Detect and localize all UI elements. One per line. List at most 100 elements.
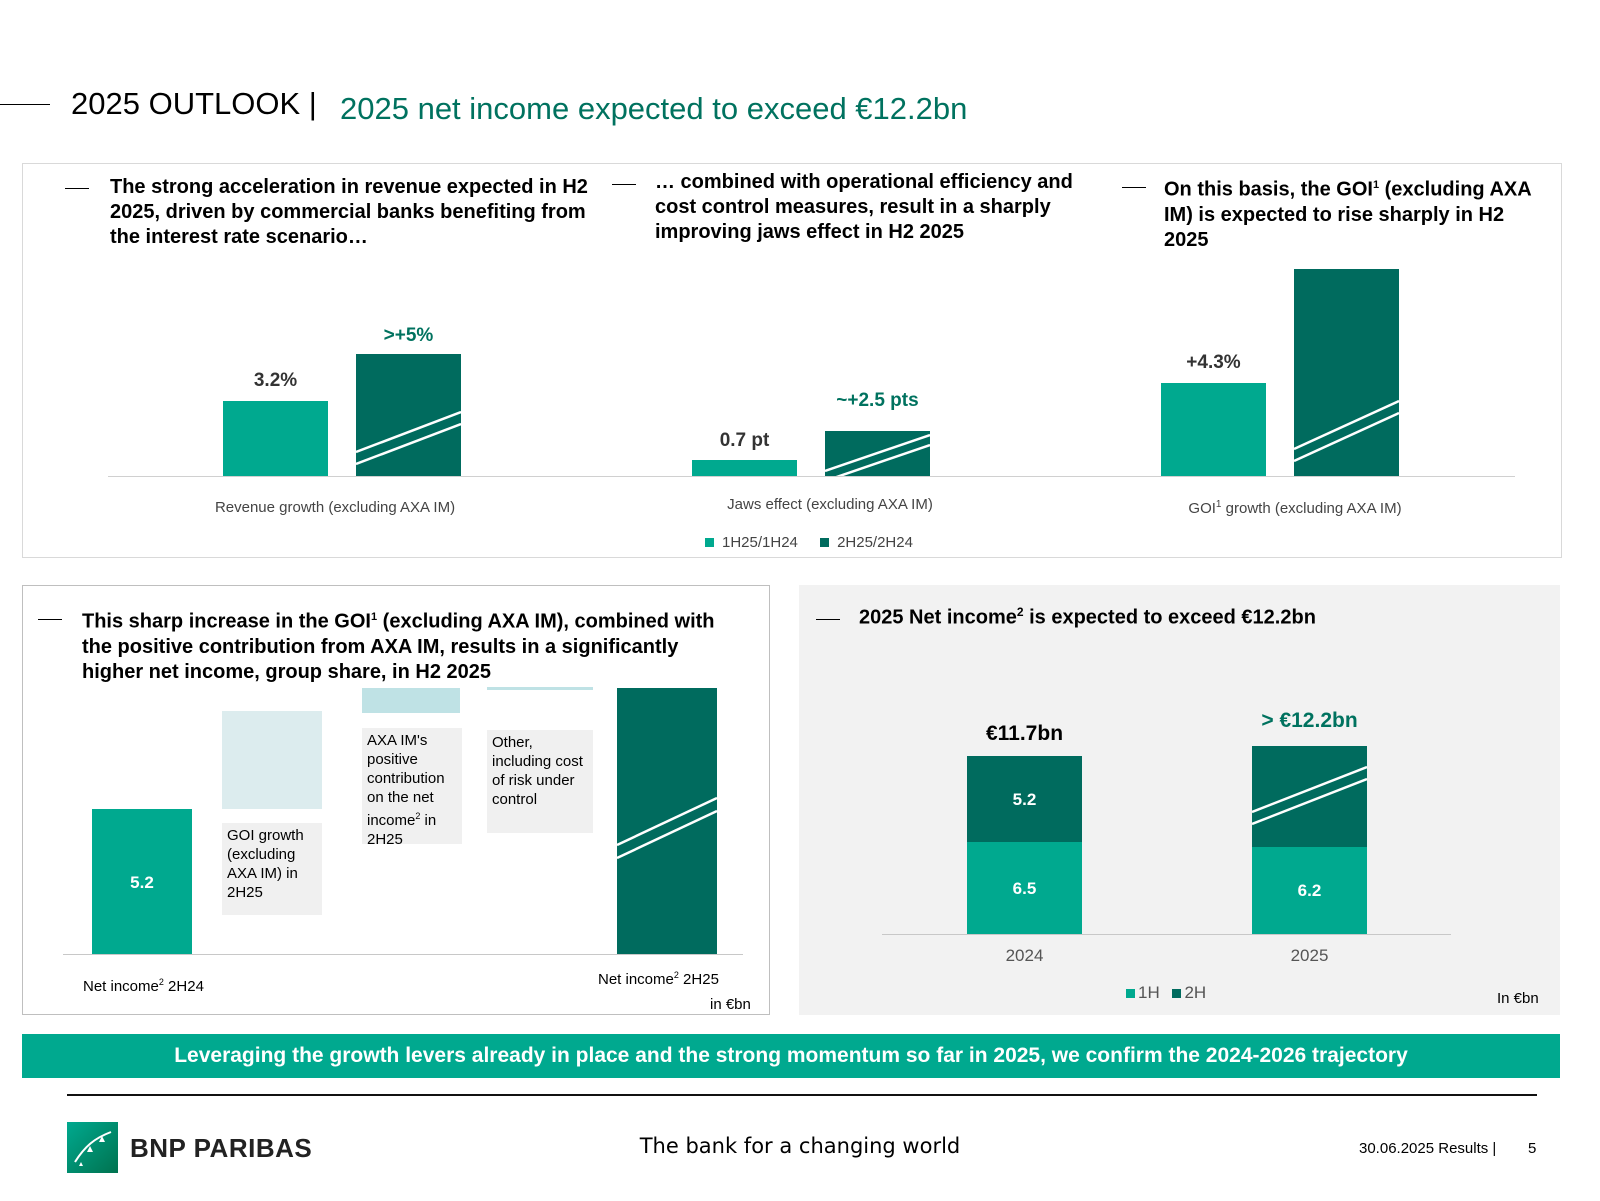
- bridge-start-label-post: 2H24: [163, 978, 204, 995]
- legend-label-2h: 2H25/2H24: [837, 534, 913, 551]
- footer-date: 30.06.2025 Results |: [1359, 1140, 1497, 1157]
- net-income-unit: In €bn: [1497, 990, 1539, 1007]
- page-title: 2025 net income expected to exceed €12.2…: [340, 91, 968, 126]
- goi-bar-2h: [1294, 269, 1399, 476]
- x-label-2025: 2025: [1290, 946, 1329, 965]
- stars-icon: [74, 1131, 112, 1166]
- top-panel: [22, 163, 1562, 558]
- net-income-baseline: [882, 934, 1451, 935]
- top-legend: 1H25/1H24 2H25/2H24: [705, 534, 913, 551]
- goi-hatch: [1294, 399, 1399, 463]
- bridge-start-label-sup: 2: [158, 977, 164, 987]
- bridge-dash: [38, 619, 62, 620]
- goi-caption-sup: 1: [1215, 499, 1222, 510]
- bridge-goi-step: [222, 711, 322, 809]
- note-other: Other, including cost of risk under cont…: [487, 730, 593, 833]
- net-income-panel: [799, 585, 1560, 1015]
- section-label: 2025 OUTLOOK |: [71, 86, 317, 121]
- bridge-start-bar: [92, 809, 192, 954]
- goi-text: On this basis, the GOI1 (excluding AXA I…: [1164, 173, 1539, 253]
- revenue-text: The strong acceleration in revenue expec…: [110, 176, 588, 248]
- label-2025-1h: 6.2: [1297, 881, 1322, 900]
- bnp-logo-text: BNP PARIBAS: [130, 1133, 313, 1163]
- bar-2025-2h: [1252, 746, 1367, 847]
- bridge-unit: in €bn: [710, 996, 751, 1013]
- bridge-panel: [22, 585, 770, 1015]
- goi-label-1h: +4.3%: [1186, 352, 1241, 373]
- bridge-text-post: (excluding AXA IM), combined with the po…: [82, 610, 715, 683]
- header-rule: [0, 104, 50, 105]
- note-axa-pre: AXA IM's positive contribution on the ne…: [367, 732, 445, 829]
- bridge-end-label: Net income2 2H25: [598, 970, 719, 988]
- revenue-bar-1h: [223, 401, 328, 476]
- col3-dash: [1122, 187, 1146, 188]
- jaws-bar-2h: [825, 431, 930, 476]
- net-income-dash: [816, 619, 840, 620]
- net-income-title: 2025 Net income2 is expected to exceed €…: [859, 605, 1316, 630]
- goi-caption: GOI1 growth (excluding AXA IM): [1140, 499, 1450, 517]
- revenue-hatch: [356, 410, 461, 466]
- total-2025: > €12.2bn: [1261, 709, 1358, 732]
- bar-2024-2h: [967, 756, 1082, 842]
- bridge-start-label-pre: Net income: [83, 978, 159, 995]
- revenue-bar-2h: [356, 354, 461, 476]
- jaws-label-2h: ~+2.5 pts: [836, 390, 919, 411]
- bridge-start-value: 5.2: [130, 873, 154, 892]
- col1-dash: [65, 188, 89, 189]
- revenue-label-2h: >+5%: [383, 325, 434, 346]
- legend-swatch-1h: [705, 538, 714, 547]
- bridge-end-hatch: [617, 796, 717, 860]
- net-income-title-post: is expected to exceed €12.2bn: [1023, 606, 1316, 629]
- revenue-label-1h: 3.2%: [253, 370, 298, 391]
- bnp-logo-mark: [67, 1122, 118, 1173]
- goi-text-pre: On this basis, the GOI: [1164, 178, 1373, 201]
- legend-2h-swatch: [1172, 989, 1182, 998]
- note-axa-sup: 2: [415, 811, 421, 821]
- jaws-text: … combined with operational efficiency a…: [655, 171, 1073, 243]
- bridge-other-step: [487, 687, 593, 690]
- bridge-end-label-post: 2H25: [678, 971, 719, 988]
- label-2024-2h: 5.2: [1012, 790, 1037, 809]
- bridge-text-pre: This sharp increase in the GOI: [82, 610, 371, 633]
- net-income-title-sup: 2: [1016, 605, 1024, 619]
- x-label-2024: 2024: [1005, 946, 1044, 965]
- bridge-text-sup: 1: [370, 611, 378, 623]
- bar-2025-1h: [1252, 847, 1367, 934]
- jaws-bar-1h: [692, 460, 797, 476]
- bridge-start-label: Net income2 2H24: [83, 977, 204, 995]
- revenue-caption: Revenue growth (excluding AXA IM): [214, 499, 456, 516]
- bridge-baseline: [63, 954, 743, 955]
- legend-1h-label: 1H: [1138, 983, 1160, 1002]
- bar-2025-hatch: [1252, 765, 1367, 826]
- goi-bar-1h: [1161, 383, 1266, 476]
- legend-1h-swatch: [1126, 989, 1135, 998]
- legend-label-1h: 1H25/1H24: [722, 534, 798, 551]
- page-number: 5: [1528, 1140, 1537, 1157]
- note-goi: GOI growth (excluding AXA IM) in 2H25: [222, 823, 322, 915]
- goi-text-post: (excluding AXA IM) is expected to rise s…: [1164, 178, 1531, 251]
- footer-rule: [67, 1094, 1537, 1096]
- conclusion-banner: Leveraging the growth levers already in …: [22, 1034, 1560, 1078]
- total-2024: €11.7bn: [985, 722, 1064, 745]
- jaws-label-1h: 0.7 pt: [719, 430, 770, 451]
- goi-caption-post: growth (excluding AXA IM): [1221, 500, 1402, 517]
- net-income-title-pre: 2025 Net income: [859, 606, 1017, 629]
- footer-tagline: The bank for a changing world: [639, 1134, 961, 1158]
- bridge-axa-step: [362, 688, 460, 713]
- label-2024-1h: 6.5: [1012, 879, 1037, 898]
- note-axa: AXA IM's positive contribution on the ne…: [362, 728, 462, 848]
- bridge-text: This sharp increase in the GOI1 (excludi…: [82, 605, 742, 685]
- bridge-end-label-sup: 2: [673, 970, 679, 980]
- legend-swatch-2h: [820, 538, 830, 547]
- jaws-hatch: [825, 433, 930, 476]
- top-chart-baseline: [108, 476, 1515, 477]
- net-income-legend: 1H 2H: [1126, 983, 1206, 1003]
- goi-text-sup: 1: [1372, 179, 1380, 191]
- jaws-caption: Jaws effect (excluding AXA IM): [727, 496, 933, 513]
- note-axa-post: in 2H25: [367, 812, 437, 848]
- col2-dash: [612, 184, 636, 185]
- goi-caption-pre: GOI: [1188, 500, 1216, 517]
- legend-2h-label: 2H: [1184, 983, 1207, 1002]
- bridge-end-label-pre: Net income: [598, 971, 674, 988]
- bar-2024-1h: [967, 842, 1082, 934]
